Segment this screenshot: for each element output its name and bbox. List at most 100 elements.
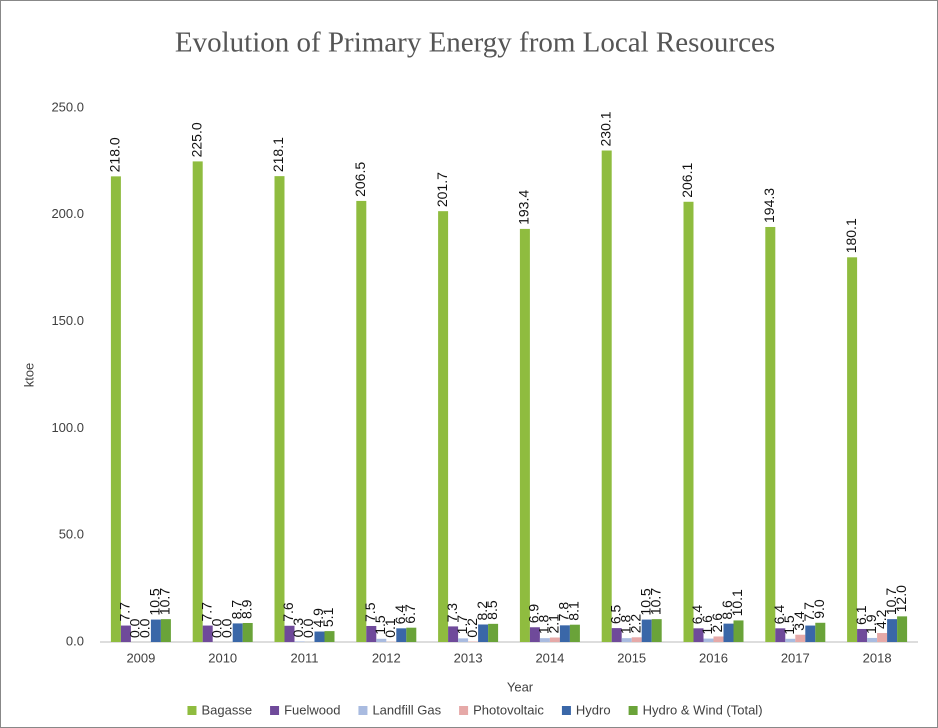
bar [232,623,243,642]
bar [488,623,499,642]
legend-swatch [187,706,197,715]
value-label: 193.4 [516,190,532,225]
value-label: 1.7 [454,615,470,635]
x-axis-title: Year [507,679,534,694]
bar [765,226,776,642]
value-label: 7.7 [801,602,817,622]
value-label: 7.8 [556,602,572,622]
bar [693,628,704,642]
legend-swatch [358,706,368,715]
bar [857,628,868,642]
value-label: 10.5 [147,588,163,615]
bar [847,257,858,642]
bar [406,627,417,642]
value-label: 9.0 [811,599,827,619]
bar [683,201,694,643]
value-label: 10.5 [637,588,653,615]
value-label: 180.1 [843,218,859,253]
value-label: 10.1 [729,589,745,616]
value-label: 8.5 [484,600,500,620]
bar [324,631,335,642]
value-label: 0.0 [208,618,224,638]
bar [150,619,161,642]
value-label: 7.5 [362,602,378,622]
x-tick-label: 2016 [699,650,728,665]
bar [723,623,734,642]
value-label: 10.7 [883,588,899,615]
value-label: 6.4 [689,605,705,625]
x-tick-label: 2014 [535,650,564,665]
bar [539,638,550,642]
bar [110,176,121,643]
bar [448,626,459,642]
bar [887,619,898,642]
bar [120,625,131,642]
legend-swatch [628,706,638,715]
value-label: 7.3 [444,603,460,623]
bar [356,200,367,642]
value-label: 10.7 [647,588,663,615]
legend-label: Fuelwood [284,702,340,717]
value-label: 201.7 [434,172,450,207]
y-tick-label: 100.0 [51,420,84,435]
y-tick-label: 0.0 [66,633,84,648]
bar [621,638,632,642]
value-label: 4.9 [310,608,326,628]
bar [815,622,826,642]
value-label: 1.8 [617,614,633,634]
bar [160,619,171,642]
y-tick-label: 200.0 [51,206,84,221]
value-label: 7.7 [117,602,133,622]
bar [611,628,622,642]
bar [242,622,253,642]
bar [549,637,560,642]
bar [529,627,540,642]
value-label: 2.6 [709,613,725,633]
bar [775,628,786,642]
legend-swatch [561,706,571,715]
bar [703,638,714,642]
y-tick-label: 150.0 [51,313,84,328]
bar [438,211,449,642]
legend-label: Hydro & Wind (Total) [643,702,763,717]
bar [569,624,580,642]
bar [805,625,816,642]
bar [396,628,407,642]
value-label: 0.2 [464,618,480,638]
y-tick-label: 250.0 [51,99,84,114]
legend-swatch [459,706,469,715]
value-label: 8.6 [719,600,735,620]
x-tick-label: 2017 [781,650,810,665]
value-label: 10.7 [157,588,173,615]
bar [284,625,295,642]
value-label: 206.1 [679,163,695,198]
value-label: 12.0 [893,585,909,612]
value-label: 2.2 [627,614,643,634]
x-tick-label: 2013 [454,650,483,665]
value-label: 7.7 [198,602,214,622]
value-label: 0.3 [290,618,306,638]
bar [458,638,469,642]
x-tick-label: 2009 [126,650,155,665]
value-label: 1.8 [536,614,552,634]
value-label: 6.1 [853,605,869,625]
value-label: 6.5 [607,604,623,624]
bar [651,619,662,642]
value-label: 0.0 [218,618,234,638]
value-label: 1.5 [781,615,797,635]
value-label: 8.1 [566,601,582,621]
value-label: 0.0 [137,618,153,638]
value-label: 218.0 [107,137,123,172]
value-label: 194.3 [761,188,777,223]
value-label: 8.2 [474,601,490,621]
value-label: 1.6 [699,615,715,635]
bar [641,619,652,642]
value-label: 206.5 [352,162,368,197]
bar [785,638,796,642]
x-tick-label: 2011 [291,650,319,665]
value-label: 6.9 [526,604,542,624]
x-tick-label: 2015 [617,650,646,665]
value-label: 218.1 [270,137,286,172]
